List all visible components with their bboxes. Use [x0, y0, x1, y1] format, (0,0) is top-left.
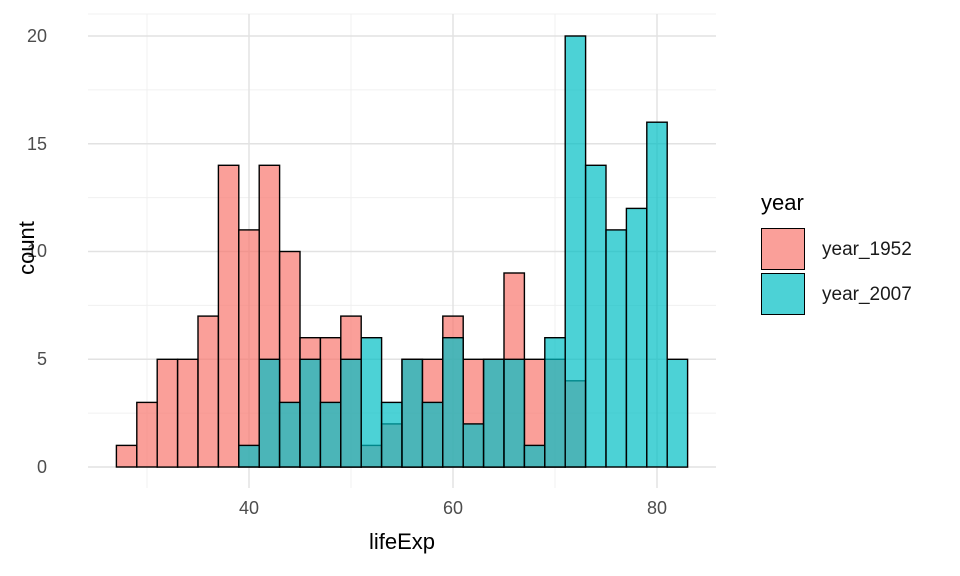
- histogram-bar: [136, 401, 158, 468]
- histogram-bar: [584, 164, 607, 468]
- histogram-bar: [462, 423, 485, 468]
- histogram-bar: [258, 358, 281, 468]
- histogram-bar: [646, 121, 668, 468]
- legend-title: year: [761, 190, 804, 215]
- histogram-bar: [421, 401, 444, 468]
- histogram-bar: [360, 337, 383, 468]
- legend-label-year-1952: year_1952: [822, 239, 912, 260]
- histogram-bar: [238, 229, 260, 468]
- y-tick-label-20: 20: [26, 26, 47, 46]
- x-axis-title: lifeExp: [368, 529, 436, 554]
- y-tick-label-5: 5: [36, 349, 47, 369]
- histogram-bar: [278, 401, 301, 468]
- histogram-bar: [217, 164, 240, 468]
- histogram-bar: [238, 444, 260, 468]
- bars-year_2007: [238, 35, 689, 468]
- histogram-bar: [156, 358, 179, 468]
- x-tick-label-80: 80: [646, 498, 668, 518]
- histogram-bar: [299, 358, 322, 468]
- histogram-bar: [197, 315, 220, 468]
- y-tick-label-15: 15: [26, 134, 47, 154]
- histogram-bar: [523, 444, 546, 468]
- legend-label-year-2007: year_2007: [822, 284, 912, 305]
- histogram-bar: [115, 444, 138, 468]
- histogram-bar: [503, 358, 526, 468]
- histogram-bar: [482, 358, 505, 468]
- histogram-bar: [442, 337, 464, 468]
- x-tick-label-40: 40: [238, 498, 260, 518]
- legend-swatch-year-1952: [761, 228, 805, 270]
- histogram-bar: [564, 35, 587, 468]
- histogram-bar: [625, 207, 648, 468]
- y-axis-title: count: [14, 221, 39, 275]
- legend-swatch-year-2007: [761, 273, 805, 315]
- histogram-bar: [544, 337, 566, 468]
- y-tick-label-10: 10: [26, 241, 47, 261]
- histogram-bar: [340, 358, 362, 468]
- y-tick-label-0: 0: [36, 457, 47, 477]
- histogram-bar: [319, 401, 342, 468]
- histogram-bar: [401, 358, 424, 468]
- histogram-bar: [176, 358, 199, 468]
- histogram-bar: [666, 358, 689, 468]
- histogram-bar: [380, 401, 403, 468]
- x-tick-label-60: 60: [442, 498, 464, 518]
- histogram-bar: [605, 229, 628, 468]
